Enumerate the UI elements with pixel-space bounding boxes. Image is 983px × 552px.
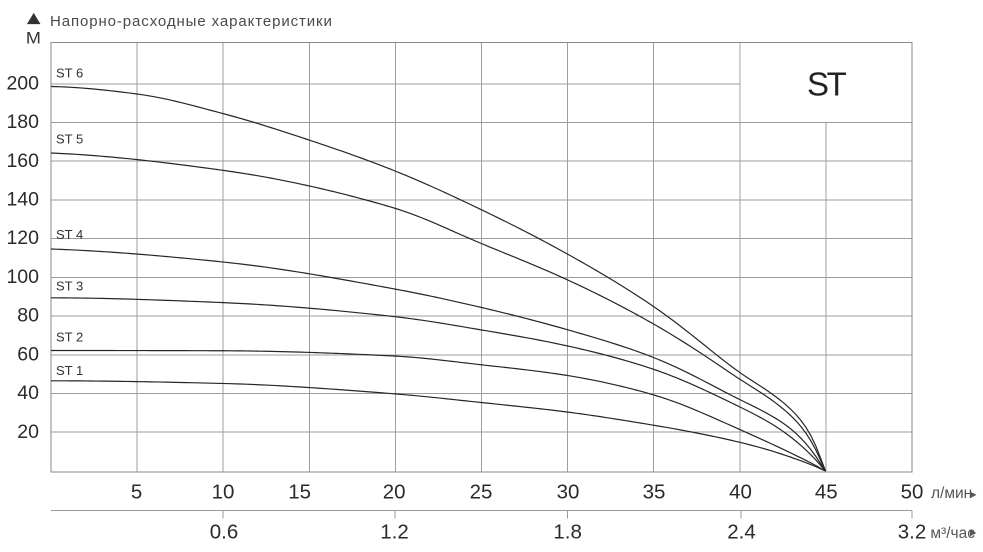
svg-text:20: 20	[17, 421, 39, 443]
svg-text:25: 25	[470, 481, 493, 504]
svg-text:180: 180	[6, 111, 39, 133]
svg-text:1.2: 1.2	[380, 521, 409, 544]
svg-text:15: 15	[288, 481, 311, 504]
svg-text:60: 60	[17, 343, 39, 365]
svg-text:ST 1: ST 1	[56, 363, 83, 378]
svg-text:1.8: 1.8	[553, 521, 582, 544]
svg-text:40: 40	[17, 382, 39, 404]
svg-text:5: 5	[131, 481, 142, 504]
svg-text:ST 2: ST 2	[56, 329, 83, 344]
svg-text:100: 100	[6, 266, 39, 288]
svg-text:3.2: 3.2	[898, 521, 927, 544]
svg-text:л/мин: л/мин	[931, 485, 972, 502]
svg-text:30: 30	[557, 481, 580, 504]
svg-text:0.6: 0.6	[210, 521, 239, 544]
svg-text:120: 120	[6, 227, 39, 249]
svg-text:160: 160	[6, 150, 39, 172]
svg-text:М: М	[26, 30, 41, 48]
svg-text:ST 6: ST 6	[56, 66, 83, 81]
svg-text:2.4: 2.4	[727, 521, 756, 544]
svg-text:ST: ST	[807, 66, 847, 103]
svg-text:200: 200	[6, 72, 39, 94]
svg-text:ST 4: ST 4	[56, 227, 83, 242]
svg-text:10: 10	[212, 481, 235, 504]
svg-text:20: 20	[383, 481, 406, 504]
svg-text:Напорно-расходные характеристи: Напорно-расходные характеристики	[50, 13, 333, 30]
svg-text:45: 45	[815, 481, 838, 504]
svg-text:80: 80	[17, 305, 39, 327]
svg-text:ST 5: ST 5	[56, 132, 83, 147]
svg-text:140: 140	[6, 189, 39, 211]
svg-text:м³/час: м³/час	[930, 525, 975, 542]
svg-text:35: 35	[643, 481, 666, 504]
svg-text:50: 50	[901, 481, 924, 504]
svg-text:ST 3: ST 3	[56, 279, 83, 294]
svg-text:40: 40	[729, 481, 752, 504]
